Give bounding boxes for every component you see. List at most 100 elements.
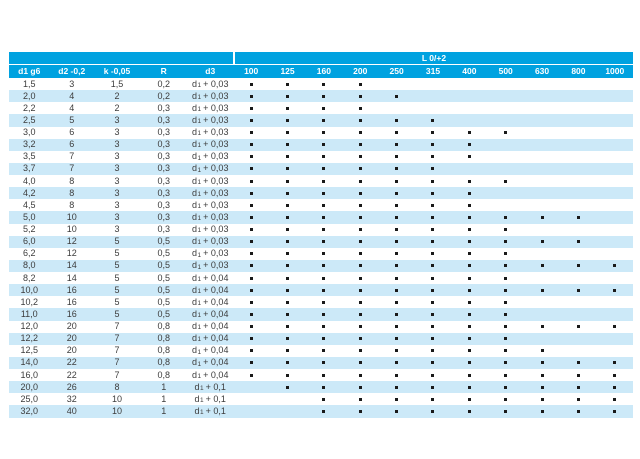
cell-d1: 5,2: [22, 224, 36, 235]
cell-length-250: [378, 139, 414, 151]
d3-subscript: 1: [200, 409, 204, 417]
cell-length-500: [488, 393, 524, 405]
cell-length-160: [306, 260, 342, 272]
cell-length-315: [415, 236, 451, 248]
d3-subscript: 1: [197, 348, 202, 356]
cell-length-500: [488, 102, 524, 114]
d3-tolerance: + 0,04: [203, 333, 229, 344]
cell-length-500: [488, 260, 524, 272]
availability-dot: [540, 409, 544, 413]
cell-length-315: [415, 296, 451, 308]
cell-length-315: [415, 381, 451, 393]
cell-length-400: [451, 272, 487, 284]
availability-dot: [286, 337, 290, 341]
cell-length-500: [488, 114, 524, 126]
d3-tolerance: + 0,04: [203, 284, 229, 295]
cell-length-315: [415, 199, 451, 211]
availability-dot: [286, 94, 290, 98]
cell-length-315: [415, 248, 451, 260]
availability-dot: [431, 349, 435, 353]
availability-dot: [540, 288, 544, 292]
d3-base: d: [192, 151, 198, 162]
cell-length-630: [524, 405, 560, 417]
availability-dot: [431, 131, 435, 135]
table-row: 10,0 16 5 0,5 d 1 + 0,04: [9, 284, 633, 297]
d3-subscript: 1: [197, 251, 202, 259]
availability-dot: [504, 385, 508, 389]
d3-tolerance: + 0,04: [203, 357, 229, 368]
availability-dot: [358, 252, 362, 256]
cell-length-200: [342, 187, 378, 199]
cell-length-1000: [597, 163, 633, 175]
table-row: 3,2 6 3 0,3 d 1 + 0,03: [9, 138, 633, 151]
availability-dot: [249, 215, 253, 219]
cell-length-400: [451, 211, 487, 223]
table-row: 4,5 8 3 0,3 d 1 + 0,03: [9, 199, 633, 212]
cell-length-125: [269, 211, 305, 223]
availability-dot: [249, 143, 253, 147]
cell-length-100: [233, 393, 269, 405]
cell-length-800: [560, 163, 596, 175]
cell-d3: d 1 + 0,03: [188, 175, 234, 187]
cell-length-400: [451, 284, 487, 296]
table-row: 3,0 6 3 0,3 d 1 + 0,03: [9, 126, 633, 139]
availability-dot: [431, 215, 435, 219]
cell-d1: 2,2: [22, 102, 36, 113]
cell-length-630: [524, 369, 560, 381]
cell-length-800: [560, 90, 596, 102]
cell-r: 0,3: [157, 224, 170, 235]
cell-d1: 3,2: [22, 139, 36, 150]
availability-dot: [322, 349, 326, 353]
availability-dot: [249, 240, 253, 244]
cell-length-500: [488, 224, 524, 236]
availability-dot: [467, 385, 471, 389]
d3-subscript: 1: [197, 130, 202, 138]
cell-d3: d 1 + 0,03: [188, 127, 234, 139]
d3-subscript: 1: [197, 81, 202, 89]
cell-length-1000: [597, 139, 633, 151]
availability-dot: [467, 409, 471, 413]
cell-length-400: [451, 114, 487, 126]
cell-length-500: [488, 296, 524, 308]
cell-d3: d 1 + 0,03: [188, 78, 234, 90]
cell-length-125: [269, 357, 305, 369]
availability-dot: [395, 373, 399, 377]
cell-length-125: [269, 114, 305, 126]
cell-length-125: [269, 78, 305, 90]
d3-tolerance: + 0,03: [203, 139, 229, 150]
cell-d3: d 1 + 0,1: [188, 393, 234, 405]
cell-length-160: [306, 127, 342, 139]
cell-length-250: [378, 127, 414, 139]
cell-length-630: [524, 381, 560, 393]
availability-dot: [358, 94, 362, 98]
cell-length-125: [269, 405, 305, 417]
cell-r: 0,5: [157, 260, 170, 271]
d3-tolerance: + 0,1: [205, 381, 226, 392]
length-band: L 0/+2: [233, 52, 633, 64]
availability-dot: [322, 409, 326, 413]
cell-length-160: [306, 236, 342, 248]
availability-dot: [322, 203, 326, 207]
availability-dot: [358, 215, 362, 219]
d3-base: d: [192, 333, 198, 344]
cell-length-200: [342, 127, 378, 139]
availability-dot: [504, 228, 508, 232]
d3-subscript: 1: [197, 263, 202, 271]
cell-length-800: [560, 381, 596, 393]
availability-dot: [613, 397, 617, 401]
cell-d3: d 1 + 0,03: [188, 90, 234, 102]
availability-dot: [322, 325, 326, 329]
cell-length-250: [378, 151, 414, 163]
cell-length-800: [560, 296, 596, 308]
availability-dot: [249, 118, 253, 122]
availability-dot: [322, 337, 326, 341]
cell-length-630: [524, 393, 560, 405]
availability-dot: [249, 82, 253, 86]
cell-length-200: [342, 224, 378, 236]
table-row: 25,0 32 10 1 d 1 + 0,1: [9, 393, 633, 406]
cell-length-800: [560, 405, 596, 417]
d3-base: d: [192, 139, 198, 150]
cell-k: 7: [114, 357, 120, 368]
table-body: 1,5 3 1,5 0,2 d 1 + 0,03 2,0 4 2 0,2 d 1 + 0,03 2,2 4 2 0…: [9, 78, 633, 418]
